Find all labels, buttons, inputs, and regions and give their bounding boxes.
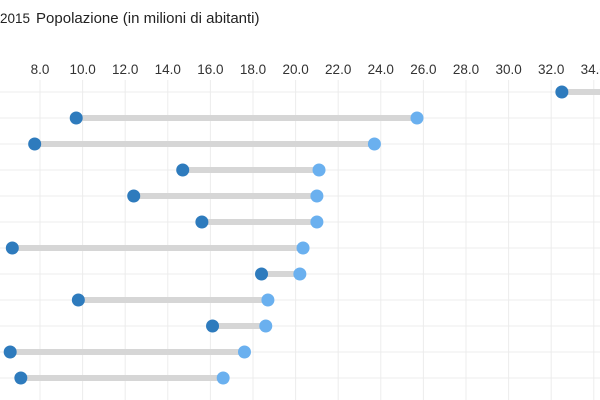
dumbbell-row: [255, 267, 307, 281]
end-value-dot[interactable]: [296, 241, 310, 255]
end-value-dot[interactable]: [310, 215, 324, 229]
x-tick-label: 14.0: [155, 62, 181, 77]
end-value-dot[interactable]: [293, 267, 307, 281]
start-value-dot[interactable]: [176, 163, 190, 177]
start-value-dot[interactable]: [5, 241, 19, 255]
dumbbell-row: [176, 163, 326, 177]
end-value-dot[interactable]: [237, 345, 251, 359]
chart-title: 2015 Popolazione (in milioni di abitanti): [0, 10, 260, 27]
x-tick-label: 8.0: [31, 62, 50, 77]
start-value-dot[interactable]: [555, 85, 569, 99]
x-tick-label: 18.0: [240, 62, 266, 77]
end-value-dot[interactable]: [310, 189, 324, 203]
x-tick-label: 30.0: [495, 62, 521, 77]
dumbbell-row: [14, 371, 230, 385]
start-value-dot[interactable]: [206, 319, 220, 333]
x-tick-label: 12.0: [112, 62, 138, 77]
x-tick-label: 34.0: [581, 62, 600, 77]
end-value-dot[interactable]: [261, 293, 275, 307]
start-value-dot[interactable]: [14, 371, 28, 385]
x-tick-label: 16.0: [197, 62, 223, 77]
dumbbell-row: [3, 345, 251, 359]
x-tick-label: 28.0: [453, 62, 479, 77]
dumbbell-row: [195, 215, 324, 229]
x-tick-label: 26.0: [410, 62, 436, 77]
start-value-dot[interactable]: [255, 267, 269, 281]
end-value-dot[interactable]: [410, 111, 424, 125]
start-value-dot[interactable]: [127, 189, 141, 203]
start-value-dot[interactable]: [28, 137, 42, 151]
x-tick-label: 22.0: [325, 62, 351, 77]
dumbbell-row: [206, 319, 273, 333]
x-tick-label: 20.0: [282, 62, 308, 77]
title-text: Popolazione (in milioni di abitanti): [36, 10, 260, 27]
start-value-dot[interactable]: [195, 215, 209, 229]
dumbbell-row: [69, 111, 424, 125]
x-tick-label: 24.0: [368, 62, 394, 77]
end-value-dot[interactable]: [259, 319, 273, 333]
dumbbell-row: [5, 241, 310, 255]
year-label: 2015: [0, 11, 31, 26]
end-value-dot[interactable]: [367, 137, 381, 151]
dumbbell-row: [127, 189, 324, 203]
dumbbell-row: [555, 85, 600, 99]
x-tick-label: 10.0: [69, 62, 95, 77]
x-tick-label: 32.0: [538, 62, 564, 77]
end-value-dot[interactable]: [312, 163, 326, 177]
dumbbell-row: [28, 137, 381, 151]
start-value-dot[interactable]: [71, 293, 85, 307]
dumbbell-row: [71, 293, 275, 307]
start-value-dot[interactable]: [69, 111, 83, 125]
start-value-dot[interactable]: [3, 345, 17, 359]
end-value-dot[interactable]: [216, 371, 230, 385]
